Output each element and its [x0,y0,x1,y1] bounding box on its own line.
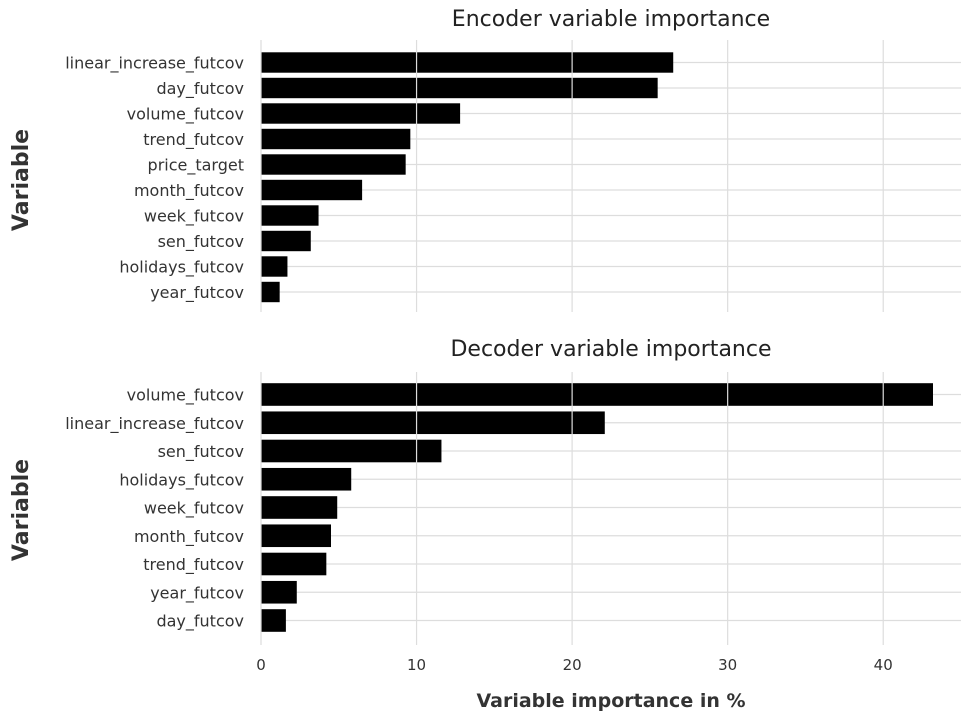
decoder-y-axis-label: Variable [9,459,34,561]
dec-y-tick-label: trend_futcov [143,555,244,575]
enc-y-tick-label: year_futcov [150,283,244,303]
enc-bar [261,77,658,99]
encoder-y-tick-labels: linear_increase_futcov day_futcov volume_f… [65,54,244,304]
decoder-x-tick-label: 0 [256,656,266,674]
decoder-x-tick-labels: 0 10 20 30 40 [256,656,893,674]
dec-bar [261,496,338,519]
enc-y-tick-label: holidays_futcov [119,258,244,278]
enc-bar [261,179,363,201]
decoder-subplot: volume_futcov linear_increase_futcov sen_f… [9,337,961,712]
enc-bar [261,281,280,303]
decoder-x-tick-label: 30 [718,656,737,674]
encoder-subplot: linear_increase_futcov day_futcov volume_f… [9,7,961,312]
enc-y-tick-label: week_futcov [144,207,244,227]
enc-bar [261,154,406,175]
enc-y-tick-label: trend_futcov [143,130,244,150]
encoder-title: Encoder variable importance [452,7,770,32]
decoder-title: Decoder variable importance [450,337,771,362]
dec-y-tick-label: day_futcov [156,612,244,632]
decoder-x-tick-label: 10 [407,656,426,674]
enc-y-tick-label: price_target [148,156,244,176]
dec-y-tick-label: holidays_futcov [119,470,244,490]
enc-bar [261,103,461,124]
enc-y-tick-label: volume_futcov [127,105,244,125]
dec-bar [261,580,297,604]
enc-y-tick-label: day_futcov [156,79,244,99]
dec-y-tick-label: week_futcov [144,499,244,519]
dec-bar [261,411,605,435]
dec-bar [261,439,442,463]
decoder-bars [260,372,933,645]
dec-y-tick-label: year_futcov [150,583,244,603]
decoder-x-axis-label: Variable importance in % [476,690,745,712]
dec-y-tick-label: sen_futcov [158,442,244,462]
decoder-x-tick-label: 40 [874,656,893,674]
dec-bar [261,524,331,548]
dec-y-tick-label: volume_futcov [127,386,244,406]
dec-bar [261,609,286,632]
enc-bar [261,230,311,252]
decoder-y-tick-labels: volume_futcov linear_increase_futcov sen_f… [65,386,244,632]
enc-bar [261,52,674,73]
enc-bar [261,128,411,150]
enc-y-tick-label: sen_futcov [158,232,244,252]
dec-bar [261,467,352,491]
dec-y-tick-label: linear_increase_futcov [65,414,244,434]
enc-bar [261,205,319,226]
decoder-x-tick-label: 20 [563,656,582,674]
encoder-y-axis-label: Variable [9,129,34,231]
dec-bar [261,383,933,406]
dec-bar [261,552,327,576]
enc-y-tick-label: month_futcov [134,181,244,201]
encoder-bars [260,40,884,312]
dec-y-tick-label: month_futcov [134,527,244,547]
enc-y-tick-label: linear_increase_futcov [65,54,244,74]
enc-bar [261,256,288,277]
